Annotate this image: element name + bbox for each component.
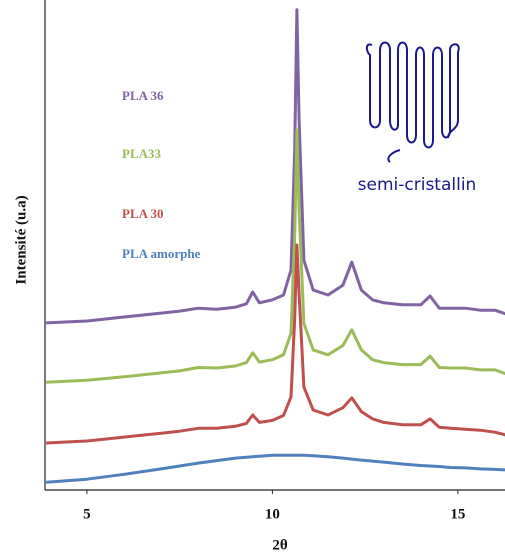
- legend-label: PLA 30: [122, 206, 164, 221]
- x-tick-label: 5: [83, 506, 91, 522]
- legend-label: PLA amorphe: [122, 246, 201, 261]
- series-line: [46, 128, 505, 384]
- series-line: [46, 243, 505, 445]
- series-line: [45, 453, 505, 484]
- x-tick-label: 10: [265, 506, 280, 522]
- series-line: [46, 8, 505, 325]
- legend-label: PLA33: [122, 146, 162, 161]
- x-tick-label: 15: [450, 506, 465, 522]
- legend-label: PLA 36: [122, 88, 164, 103]
- chain-icon: [365, 41, 460, 163]
- x-axis-label: 2θ: [272, 537, 288, 553]
- annotation: semi-cristallin: [358, 175, 477, 195]
- y-axis-label: Intensité (u.a): [13, 195, 29, 284]
